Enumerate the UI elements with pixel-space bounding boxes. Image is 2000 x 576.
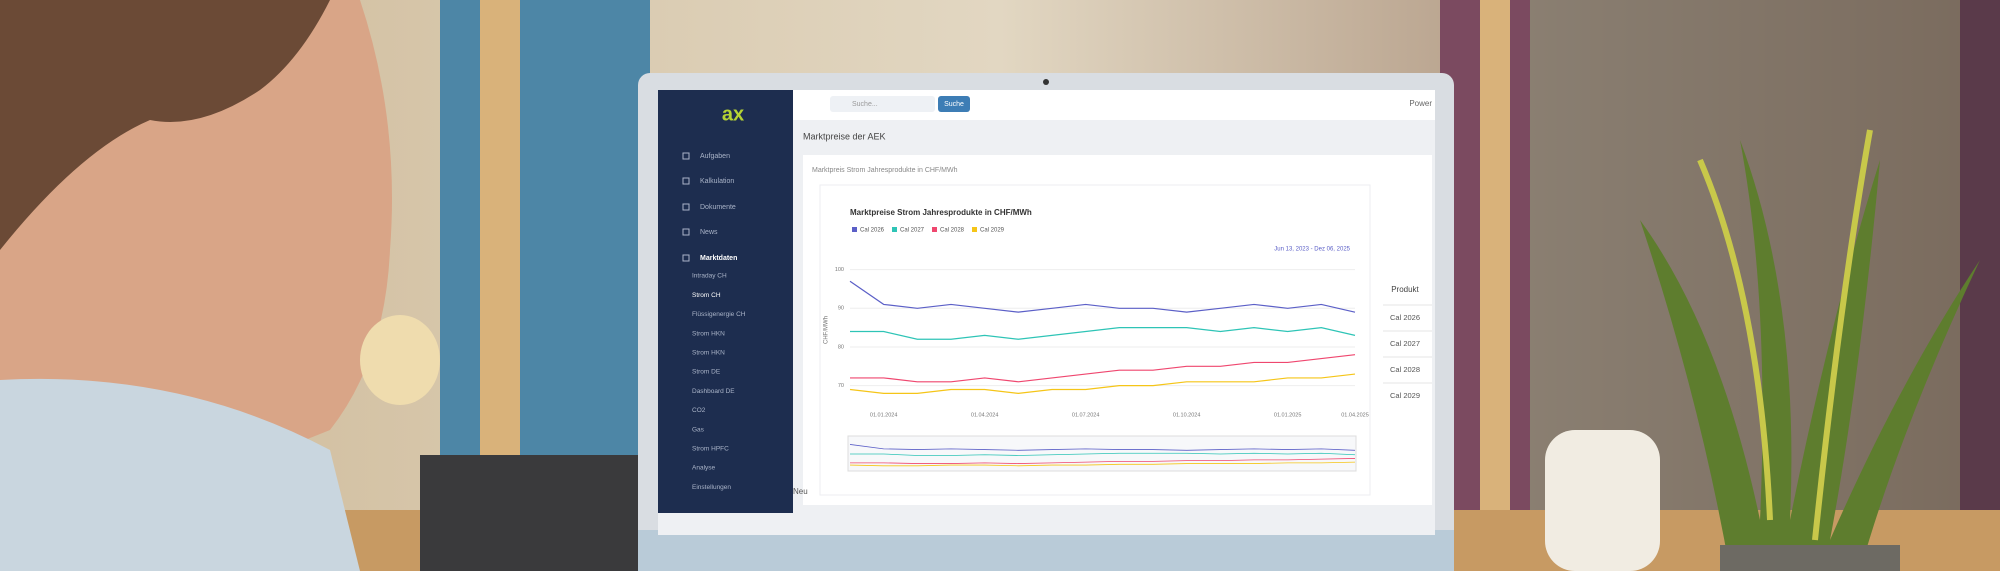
x-tick-label: 01.01.2025 <box>1274 412 1302 418</box>
submenu-item[interactable]: Analyse <box>692 465 716 472</box>
logo: ax <box>722 103 744 125</box>
legend-label[interactable]: Cal 2028 <box>940 228 965 234</box>
person-hair <box>0 0 330 250</box>
navigator-line <box>850 458 1356 464</box>
camera <box>1043 79 1049 85</box>
y-tick-label: 80 <box>838 344 844 350</box>
menu-icon <box>682 152 690 160</box>
table-row: Cal 2027 <box>1390 339 1420 348</box>
brand: Power <box>1409 99 1432 108</box>
legend-label[interactable]: Cal 2027 <box>900 228 925 234</box>
y-axis-label: CHF/MWh <box>824 316 830 344</box>
series-line <box>850 354 1356 383</box>
date-range[interactable]: Jun 13, 2023 - Dez 06, 2025 <box>1274 247 1350 253</box>
submenu-item[interactable]: CO2 <box>692 407 706 414</box>
submenu-item[interactable]: Strom HKN <box>692 330 725 337</box>
plant-pot <box>1720 545 1900 571</box>
monitor-chin <box>638 530 1454 571</box>
submenu-item[interactable]: Flüssigenergie CH <box>692 311 746 318</box>
y-tick-label: 70 <box>838 383 844 389</box>
search-box[interactable] <box>830 96 935 112</box>
table-header: Produkt <box>1391 285 1419 294</box>
menu-icon <box>682 254 690 262</box>
legend-swatch <box>852 227 857 232</box>
x-tick-label: 01.07.2024 <box>1072 412 1100 418</box>
legend-swatch <box>932 227 937 232</box>
menu-item[interactable]: News <box>700 229 718 236</box>
wood-post <box>1480 0 1510 520</box>
menu-item[interactable]: Aufgaben <box>700 153 730 160</box>
search-placeholder: Suche... <box>852 101 878 108</box>
navigator-line <box>849 444 1356 451</box>
lamp <box>360 315 440 405</box>
legend-swatch <box>972 227 977 232</box>
search-button-label[interactable]: Suche <box>944 101 964 108</box>
menu-item[interactable]: Marktdaten <box>700 255 737 262</box>
table-row: Cal 2029 <box>1390 391 1420 400</box>
legend-label[interactable]: Cal 2029 <box>980 228 1005 234</box>
search-button[interactable] <box>938 96 970 112</box>
navigator-line <box>850 452 1356 456</box>
wood-post <box>480 0 520 460</box>
submenu-item[interactable]: Gas <box>692 426 705 433</box>
table-row: Cal 2026 <box>1390 313 1420 322</box>
navigator-line <box>849 461 1356 467</box>
submenu-item[interactable]: Einstellungen <box>692 484 731 491</box>
y-tick-label: 90 <box>838 306 844 312</box>
series-line <box>849 373 1356 394</box>
menu-item[interactable]: Kalkulation <box>700 178 734 185</box>
sidebar <box>658 90 793 513</box>
submenu-item[interactable]: Strom HPFC <box>692 446 729 453</box>
legend-swatch <box>892 227 897 232</box>
speaker <box>420 455 650 571</box>
menu-item[interactable]: Dokumente <box>700 204 736 211</box>
person-shirt <box>0 378 360 571</box>
submenu-item[interactable]: Strom CH <box>692 292 721 299</box>
footer-label: Neu <box>793 487 808 496</box>
bottle <box>1545 430 1660 571</box>
x-tick-label: 01.10.2024 <box>1173 412 1201 418</box>
submenu-item[interactable]: Strom HKN <box>692 350 725 357</box>
menu-icon <box>682 177 690 185</box>
legend-label[interactable]: Cal 2026 <box>860 228 885 234</box>
submenu-item[interactable]: Intraday CH <box>692 273 727 280</box>
submenu-item[interactable]: Dashboard DE <box>692 388 735 395</box>
menu-icon <box>682 203 690 211</box>
x-tick-label: 01.01.2024 <box>870 412 898 418</box>
series-line <box>850 327 1356 340</box>
y-tick-label: 100 <box>835 267 844 273</box>
chart-title: Marktpreise Strom Jahresprodukte in CHF/… <box>850 208 1032 217</box>
x-tick-label: 01.04.2024 <box>971 412 999 418</box>
series-line <box>849 280 1356 313</box>
plant-leaf-edge <box>1697 129 1873 541</box>
card-title: Marktpreis Strom Jahresprodukte in CHF/M… <box>812 167 958 174</box>
plant <box>1640 140 1980 571</box>
blue-panel <box>440 0 650 460</box>
menu-icon <box>682 228 690 236</box>
submenu-item[interactable]: Strom DE <box>692 369 721 376</box>
page-title: Marktpreise der AEK <box>803 131 886 141</box>
table-row: Cal 2028 <box>1390 365 1420 374</box>
x-tick-label: 01.04.2025 <box>1341 412 1369 418</box>
